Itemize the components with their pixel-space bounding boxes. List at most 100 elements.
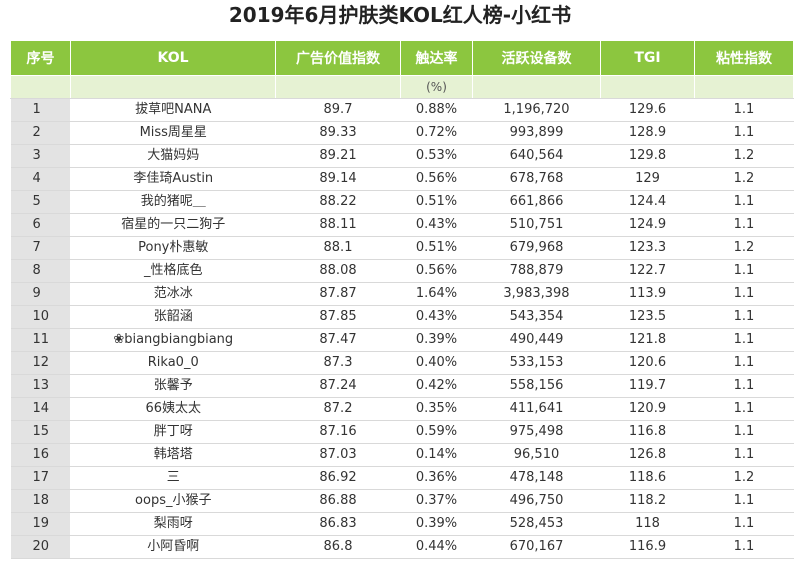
kol-name-cell: 我的猪呢＿ bbox=[70, 190, 276, 214]
rank-cell: 17 bbox=[10, 466, 71, 490]
kol-name-cell: 张韶涵 bbox=[70, 305, 276, 329]
tgi-cell: 126.8 bbox=[600, 443, 695, 467]
active-devices-cell: 975,498 bbox=[472, 420, 601, 444]
tgi-cell: 129 bbox=[600, 167, 695, 191]
active-devices-cell: 679,968 bbox=[472, 236, 601, 260]
stickiness-cell: 1.1 bbox=[694, 420, 794, 444]
active-devices-cell: 670,167 bbox=[472, 535, 601, 559]
stickiness-cell: 1.2 bbox=[694, 236, 794, 260]
kol-ranking-table: 序号 KOL 广告价值指数 触达率 活跃设备数 TGI 粘性指数 (%) 1 拔草… bbox=[10, 40, 794, 559]
active-devices-cell: 533,153 bbox=[472, 351, 601, 375]
reach-rate-cell: 0.43% bbox=[400, 213, 473, 237]
reach-rate-cell: 0.42% bbox=[400, 374, 473, 398]
reach-rate-cell: 0.53% bbox=[400, 144, 473, 168]
kol-name-cell: 范冰冰 bbox=[70, 282, 276, 306]
active-devices-cell: 490,449 bbox=[472, 328, 601, 352]
unit-cell bbox=[275, 75, 401, 99]
reach-rate-cell: 0.37% bbox=[400, 489, 473, 513]
reach-rate-cell: 0.88% bbox=[400, 98, 473, 122]
rank-cell: 20 bbox=[10, 535, 71, 559]
rank-cell: 3 bbox=[10, 144, 71, 168]
stickiness-cell: 1.1 bbox=[694, 489, 794, 513]
active-devices-cell: 661,866 bbox=[472, 190, 601, 214]
table-row: 19 梨雨呀 86.83 0.39% 528,453 118 1.1 bbox=[10, 512, 794, 536]
column-header-tgi: TGI bbox=[600, 40, 695, 76]
rank-cell: 8 bbox=[10, 259, 71, 283]
ad-value-index-cell: 87.3 bbox=[275, 351, 401, 375]
stickiness-cell: 1.1 bbox=[694, 397, 794, 421]
ad-value-index-cell: 86.88 bbox=[275, 489, 401, 513]
rank-cell: 16 bbox=[10, 443, 71, 467]
table-row: 11 ❀biangbiangbiang 87.47 0.39% 490,449 121.8… bbox=[10, 328, 794, 352]
rank-cell: 12 bbox=[10, 351, 71, 375]
column-header-index: 序号 bbox=[10, 40, 71, 76]
reach-rate-cell: 0.51% bbox=[400, 236, 473, 260]
table-row: 5 我的猪呢＿ 88.22 0.51% 661,866 124.4 1.1 bbox=[10, 190, 794, 214]
reach-rate-cell: 0.40% bbox=[400, 351, 473, 375]
active-devices-cell: 478,148 bbox=[472, 466, 601, 490]
tgi-cell: 129.8 bbox=[600, 144, 695, 168]
column-header-stickiness: 粘性指数 bbox=[694, 40, 794, 76]
kol-name-cell: Rika0_0 bbox=[70, 351, 276, 375]
reach-rate-cell: 0.39% bbox=[400, 328, 473, 352]
reach-rate-cell: 0.56% bbox=[400, 167, 473, 191]
table-row: 14 66姨太太 87.2 0.35% 411,641 120.9 1.1 bbox=[10, 397, 794, 421]
tgi-cell: 128.9 bbox=[600, 121, 695, 145]
active-devices-cell: 543,354 bbox=[472, 305, 601, 329]
reach-rate-cell: 0.44% bbox=[400, 535, 473, 559]
table-row: 12 Rika0_0 87.3 0.40% 533,153 120.6 1.1 bbox=[10, 351, 794, 375]
stickiness-cell: 1.1 bbox=[694, 512, 794, 536]
kol-name-cell: 小阿昏啊 bbox=[70, 535, 276, 559]
ad-value-index-cell: 88.08 bbox=[275, 259, 401, 283]
kol-name-cell: _性格底色 bbox=[70, 259, 276, 283]
table-row: 15 胖丁呀 87.16 0.59% 975,498 116.8 1.1 bbox=[10, 420, 794, 444]
active-devices-cell: 640,564 bbox=[472, 144, 601, 168]
tgi-cell: 118.2 bbox=[600, 489, 695, 513]
table-row: 17 三 86.92 0.36% 478,148 118.6 1.2 bbox=[10, 466, 794, 490]
tgi-cell: 120.9 bbox=[600, 397, 695, 421]
tgi-cell: 129.6 bbox=[600, 98, 695, 122]
kol-name-cell: 梨雨呀 bbox=[70, 512, 276, 536]
kol-name-cell: 张馨予 bbox=[70, 374, 276, 398]
rank-cell: 14 bbox=[10, 397, 71, 421]
reach-rate-cell: 0.72% bbox=[400, 121, 473, 145]
table-row: 6 宿星的一只二狗子 88.11 0.43% 510,751 124.9 1.1 bbox=[10, 213, 794, 237]
kol-name-cell: Miss周星星 bbox=[70, 121, 276, 145]
tgi-cell: 118.6 bbox=[600, 466, 695, 490]
ad-value-index-cell: 89.14 bbox=[275, 167, 401, 191]
rank-cell: 19 bbox=[10, 512, 71, 536]
unit-row: (%) bbox=[10, 75, 794, 99]
reach-rate-cell: 0.14% bbox=[400, 443, 473, 467]
rank-cell: 4 bbox=[10, 167, 71, 191]
stickiness-cell: 1.1 bbox=[694, 374, 794, 398]
table-row: 8 _性格底色 88.08 0.56% 788,879 122.7 1.1 bbox=[10, 259, 794, 283]
rank-cell: 10 bbox=[10, 305, 71, 329]
ad-value-index-cell: 87.03 bbox=[275, 443, 401, 467]
tgi-cell: 124.4 bbox=[600, 190, 695, 214]
rank-cell: 6 bbox=[10, 213, 71, 237]
stickiness-cell: 1.1 bbox=[694, 351, 794, 375]
kol-name-cell: 大猫妈妈 bbox=[70, 144, 276, 168]
active-devices-cell: 678,768 bbox=[472, 167, 601, 191]
ad-value-index-cell: 88.22 bbox=[275, 190, 401, 214]
table-row: 13 张馨予 87.24 0.42% 558,156 119.7 1.1 bbox=[10, 374, 794, 398]
ad-value-index-cell: 86.83 bbox=[275, 512, 401, 536]
active-devices-cell: 993,899 bbox=[472, 121, 601, 145]
reach-rate-cell: 0.59% bbox=[400, 420, 473, 444]
stickiness-cell: 1.1 bbox=[694, 443, 794, 467]
tgi-cell: 120.6 bbox=[600, 351, 695, 375]
tgi-cell: 118 bbox=[600, 512, 695, 536]
stickiness-cell: 1.1 bbox=[694, 190, 794, 214]
stickiness-cell: 1.1 bbox=[694, 305, 794, 329]
rank-cell: 2 bbox=[10, 121, 71, 145]
column-header-active-devices: 活跃设备数 bbox=[472, 40, 601, 76]
table-row: 3 大猫妈妈 89.21 0.53% 640,564 129.8 1.2 bbox=[10, 144, 794, 168]
tgi-cell: 124.9 bbox=[600, 213, 695, 237]
kol-name-cell: 三 bbox=[70, 466, 276, 490]
table-row: 1 拔草吧NANA 89.7 0.88% 1,196,720 129.6 1.1 bbox=[10, 98, 794, 122]
tgi-cell: 122.7 bbox=[600, 259, 695, 283]
active-devices-cell: 558,156 bbox=[472, 374, 601, 398]
active-devices-cell: 411,641 bbox=[472, 397, 601, 421]
kol-name-cell: 宿星的一只二狗子 bbox=[70, 213, 276, 237]
ad-value-index-cell: 87.16 bbox=[275, 420, 401, 444]
